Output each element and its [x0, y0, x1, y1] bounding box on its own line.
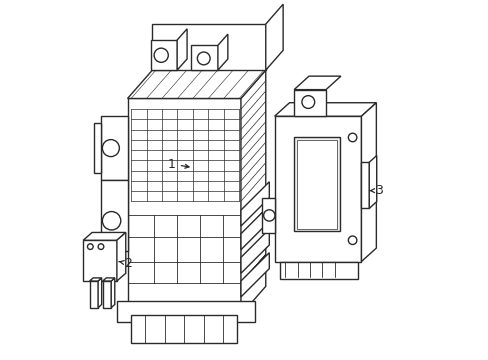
Polygon shape: [111, 278, 115, 307]
Polygon shape: [241, 229, 269, 273]
Polygon shape: [101, 116, 127, 180]
Polygon shape: [101, 180, 127, 251]
Text: 3: 3: [369, 184, 382, 197]
Polygon shape: [279, 261, 357, 279]
Polygon shape: [150, 40, 177, 70]
Polygon shape: [293, 90, 325, 116]
Polygon shape: [102, 278, 115, 281]
Polygon shape: [83, 233, 125, 240]
Polygon shape: [293, 76, 340, 90]
Polygon shape: [241, 182, 269, 226]
Polygon shape: [102, 281, 111, 307]
Polygon shape: [152, 24, 265, 70]
Polygon shape: [368, 156, 376, 208]
Polygon shape: [241, 206, 269, 250]
Polygon shape: [117, 301, 255, 322]
Polygon shape: [191, 45, 218, 70]
Text: 2: 2: [119, 257, 132, 270]
Polygon shape: [361, 103, 376, 261]
Polygon shape: [89, 281, 98, 307]
Polygon shape: [241, 70, 265, 315]
Polygon shape: [262, 198, 274, 233]
Polygon shape: [131, 315, 237, 343]
Polygon shape: [293, 138, 340, 231]
Polygon shape: [218, 34, 227, 70]
Polygon shape: [83, 240, 117, 281]
Polygon shape: [94, 123, 101, 173]
Polygon shape: [274, 116, 361, 261]
Polygon shape: [274, 103, 376, 116]
Polygon shape: [177, 29, 187, 70]
Text: 1: 1: [167, 158, 188, 171]
Polygon shape: [361, 162, 368, 208]
Polygon shape: [98, 278, 102, 307]
Polygon shape: [265, 4, 283, 70]
Polygon shape: [117, 233, 125, 281]
Polygon shape: [89, 278, 102, 281]
Polygon shape: [241, 253, 269, 297]
Polygon shape: [296, 140, 337, 229]
Polygon shape: [127, 70, 265, 99]
Polygon shape: [127, 99, 241, 315]
